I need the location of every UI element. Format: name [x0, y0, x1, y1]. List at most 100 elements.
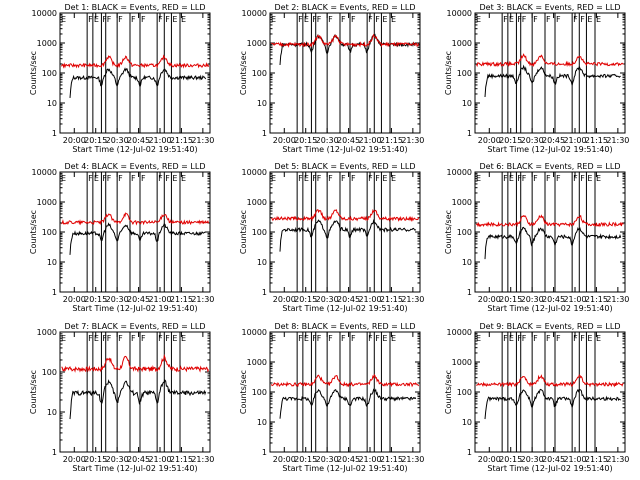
x-tick-label: 21:00 [358, 295, 381, 304]
event-mark: E [271, 334, 276, 343]
y-axis-label: Counts/sec [444, 210, 453, 254]
y-axis-label: Counts/sec [29, 370, 38, 414]
x-tick-label: 20:45 [542, 295, 565, 304]
event-mark: F [580, 174, 585, 183]
event-mark: F [317, 334, 322, 343]
x-tick-label: 20:15 [84, 136, 107, 145]
x-tick-label: 21:15 [380, 136, 403, 145]
event-mark: F [141, 334, 146, 343]
x-tick-label: 20:00 [478, 455, 501, 464]
event-mark: F [131, 174, 136, 183]
event-mark: F [141, 174, 146, 183]
panel-title: Det 4: BLACK = Events, RED = LLD [65, 162, 206, 171]
x-tick-label: 21:30 [401, 295, 424, 304]
event-mark: F [573, 334, 578, 343]
series-events [484, 226, 622, 260]
plot-frame [269, 171, 421, 293]
event-mark: E [304, 334, 309, 343]
panel-title: Det 5: BLACK = Events, RED = LLD [275, 162, 416, 171]
y-tick-label: 10000 [242, 328, 267, 337]
y-tick-label: 1000 [37, 328, 57, 337]
x-tick-label: 20:30 [316, 455, 339, 464]
event-mark: F [328, 174, 333, 183]
y-tick-label: 1000 [37, 39, 57, 48]
series-lld [61, 353, 210, 373]
event-mark: F [580, 15, 585, 24]
event-mark: F [298, 334, 303, 343]
event-mark: F [546, 174, 551, 183]
x-tick-label: 20:15 [499, 136, 522, 145]
event-mark: F [368, 174, 373, 183]
y-tick-label: 1 [52, 448, 57, 457]
x-tick-label: 20:30 [521, 295, 544, 304]
y-tick-label: 1 [467, 129, 472, 138]
event-mark: F [102, 15, 107, 24]
x-tick-label: 21:00 [148, 136, 171, 145]
y-tick-label: 100 [252, 69, 267, 78]
event-mark: E [61, 15, 66, 24]
panel-title: Det 8: BLACK = Events, RED = LLD [275, 322, 416, 331]
y-tick-label: 1 [262, 129, 267, 138]
event-mark: E [509, 174, 514, 183]
event-mark: E [382, 15, 387, 24]
y-tick-label: 1000 [247, 39, 267, 48]
x-tick-label: 20:00 [478, 295, 501, 304]
event-mark: F [517, 15, 522, 24]
x-axis-label: Start Time (12-Jul-02 19:51:40) [282, 464, 407, 473]
x-axis-label: Start Time (12-Jul-02 19:51:40) [72, 145, 197, 154]
y-tick-label: 10 [462, 258, 472, 267]
x-tick-label: 21:00 [563, 295, 586, 304]
event-mark: F [298, 174, 303, 183]
x-tick-label: 21:00 [563, 136, 586, 145]
y-tick-label: 10000 [32, 168, 57, 177]
event-mark: E [61, 334, 66, 343]
x-tick-label: 21:30 [606, 136, 629, 145]
x-tick-label: 21:30 [401, 455, 424, 464]
panel-5: Det 5: BLACK = Events, RED = LLD 1 10 100 10… [239, 162, 424, 313]
event-mark: F [107, 15, 112, 24]
y-tick-label: 10000 [242, 168, 267, 177]
panel-title: Det 9: BLACK = Events, RED = LLD [480, 322, 621, 331]
x-tick-label: 21:15 [585, 295, 608, 304]
series-lld [271, 33, 420, 48]
event-mark: E [476, 174, 481, 183]
x-tick-label: 20:45 [337, 295, 360, 304]
y-tick-label: 1000 [452, 39, 472, 48]
y-tick-label: 10000 [242, 9, 267, 18]
x-tick-label: 20:30 [106, 455, 129, 464]
event-mark: F [503, 15, 508, 24]
x-axis-label: Start Time (12-Jul-02 19:51:40) [487, 464, 612, 473]
panel-4: Det 4: BLACK = Events, RED = LLD 1 10 100 10… [29, 162, 214, 313]
series-lld [270, 373, 420, 388]
event-mark: F [573, 15, 578, 24]
event-mark: F [503, 334, 508, 343]
event-mark: E [94, 15, 99, 24]
plot-frame [269, 331, 421, 453]
event-mark: F [165, 15, 170, 24]
event-mark: F [375, 174, 380, 183]
event-mark: F [107, 174, 112, 183]
event-mark: F [533, 174, 538, 183]
series-lld [60, 54, 210, 69]
panel-3: Det 3: BLACK = Events, RED = LLD 1 10 100 10… [444, 3, 629, 154]
event-mark: E [181, 334, 186, 343]
event-mark: F [351, 174, 356, 183]
event-mark: E [181, 174, 186, 183]
y-tick-label: 100 [252, 388, 267, 397]
event-mark: F [312, 334, 317, 343]
series-events [69, 67, 207, 98]
panel-title: Det 7: BLACK = Events, RED = LLD [65, 322, 206, 331]
x-tick-label: 20:15 [294, 136, 317, 145]
event-mark: E [509, 15, 514, 24]
plot-frame [474, 171, 626, 293]
event-mark: F [573, 174, 578, 183]
series-events [69, 379, 207, 420]
event-mark: E [476, 334, 481, 343]
x-tick-label: 20:15 [499, 455, 522, 464]
y-tick-label: 10 [257, 418, 267, 427]
x-tick-label: 21:30 [606, 295, 629, 304]
y-tick-label: 1 [262, 288, 267, 297]
y-tick-label: 10 [47, 99, 57, 108]
plot-frame [474, 331, 626, 453]
y-tick-label: 1 [52, 129, 57, 138]
